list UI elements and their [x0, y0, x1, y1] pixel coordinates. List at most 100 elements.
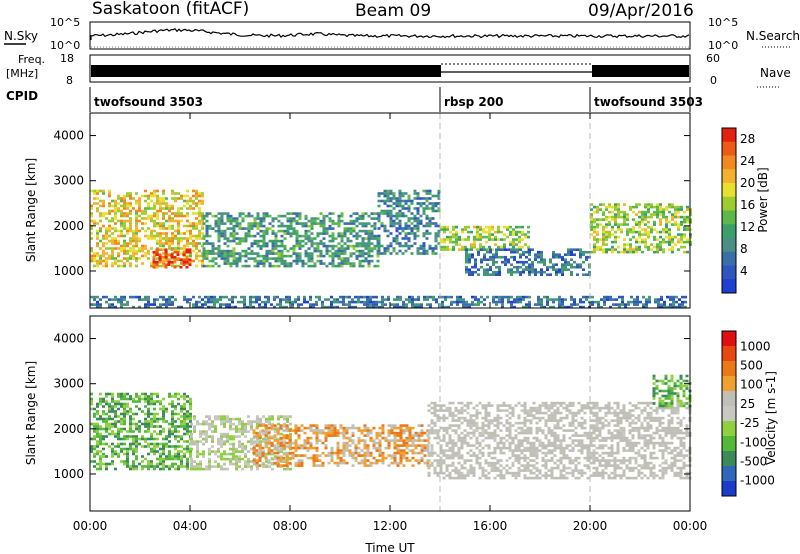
heatmap-cell [352, 264, 356, 268]
heatmap-cell [435, 298, 438, 301]
heatmap-cell [288, 446, 292, 450]
heatmap-cell [114, 425, 117, 428]
heatmap-cell [202, 242, 206, 245]
heatmap-cell [300, 461, 304, 465]
heatmap-cell [454, 414, 458, 417]
heatmap-cell [232, 249, 236, 253]
heatmap-cell [377, 212, 381, 215]
heatmap-cell [588, 270, 591, 274]
heatmap-cell [264, 305, 267, 309]
heatmap-cell [457, 409, 461, 412]
heatmap-cell [241, 227, 245, 230]
heatmap-cell [274, 264, 278, 268]
heatmap-cell [283, 247, 287, 250]
heatmap-cell [336, 449, 340, 452]
heatmap-cell [570, 295, 573, 299]
heatmap-cell [198, 199, 201, 203]
heatmap-cell [249, 300, 252, 304]
heatmap-cell [475, 416, 479, 420]
heatmap-cell [150, 447, 153, 451]
heatmap-cell [570, 248, 573, 251]
heatmap-cell [96, 303, 99, 306]
heatmap-cell [258, 303, 261, 306]
heatmap-cell [93, 407, 96, 411]
heatmap-cell [111, 232, 114, 235]
heatmap-cell [681, 303, 684, 306]
heatmap-cell [270, 461, 274, 465]
heatmap-cell [259, 262, 263, 265]
heatmap-cell [315, 436, 319, 440]
heatmap-cell [439, 446, 443, 450]
heatmap-cell [256, 422, 259, 426]
heatmap-cell [659, 220, 662, 224]
heatmap-cell [205, 430, 208, 433]
heatmap-cell [405, 451, 409, 455]
heatmap-cell [419, 197, 423, 200]
heatmap-cell [126, 392, 129, 396]
heatmap-cell [630, 295, 633, 299]
heatmap-cell [198, 207, 201, 210]
heatmap-cell [223, 252, 227, 255]
heatmap-cell [366, 451, 370, 455]
heatmap-cell [198, 254, 201, 258]
heatmap-cell [276, 446, 280, 450]
heatmap-cell [225, 295, 228, 299]
heatmap-cell [478, 464, 482, 467]
heatmap-cell [460, 464, 464, 467]
heatmap-cell [481, 416, 485, 420]
heatmap-cell [573, 303, 576, 306]
heatmap-cell [205, 252, 209, 255]
heatmap-cell [448, 449, 452, 452]
heatmap-cell [159, 197, 162, 200]
heatmap-cell [487, 426, 491, 430]
heatmap-cell [522, 295, 525, 299]
heatmap-cell [433, 409, 437, 412]
heatmap-cell [492, 260, 495, 264]
heatmap-cell [596, 225, 599, 229]
heatmap-cell [345, 303, 348, 306]
heatmap-cell [247, 457, 250, 461]
heatmap-cell [114, 410, 117, 413]
heatmap-cell [387, 444, 391, 447]
heatmap-cell [633, 300, 636, 304]
heatmap-cell [108, 407, 111, 411]
heatmap-cell [297, 298, 300, 301]
heatmap-cell [466, 441, 470, 445]
heatmap-cell [375, 295, 378, 299]
heatmap-cell [483, 253, 486, 256]
heatmap-cell [208, 467, 211, 471]
heatmap-cell [423, 449, 427, 452]
heatmap-cell [223, 234, 227, 238]
heatmap-cell [641, 213, 644, 216]
heatmap-cell [410, 199, 414, 203]
heatmap-cell [177, 392, 180, 396]
heatmap-cell [446, 245, 449, 249]
heatmap-cell [279, 464, 283, 467]
heatmap-cell [363, 456, 367, 460]
heatmap-cell [319, 212, 323, 215]
heatmap-cell [531, 260, 534, 264]
heatmap-cell [153, 392, 156, 396]
heatmap-cell [120, 422, 123, 426]
heatmap-cell [186, 427, 189, 431]
heatmap-cell [392, 224, 396, 228]
heatmap-cell [369, 431, 373, 435]
heatmap-cell [381, 426, 385, 430]
heatmap-cell [177, 237, 180, 240]
heatmap-cell [165, 303, 168, 306]
heatmap-cell [376, 264, 380, 268]
heatmap-cell [638, 225, 641, 229]
heatmap-cell [330, 434, 334, 437]
heatmap-cell [226, 237, 230, 240]
heatmap-cell [451, 456, 455, 460]
heatmap-cell [309, 295, 312, 299]
heatmap-cell [202, 450, 205, 453]
heatmap-cell [680, 238, 683, 241]
heatmap-cell [593, 225, 596, 229]
heatmap-cell [614, 240, 617, 244]
heatmap-cell [220, 445, 223, 448]
heatmap-cell [591, 303, 594, 306]
heatmap-cell [552, 305, 555, 309]
heatmap-cell [357, 295, 360, 299]
heatmap-cell [135, 400, 138, 403]
